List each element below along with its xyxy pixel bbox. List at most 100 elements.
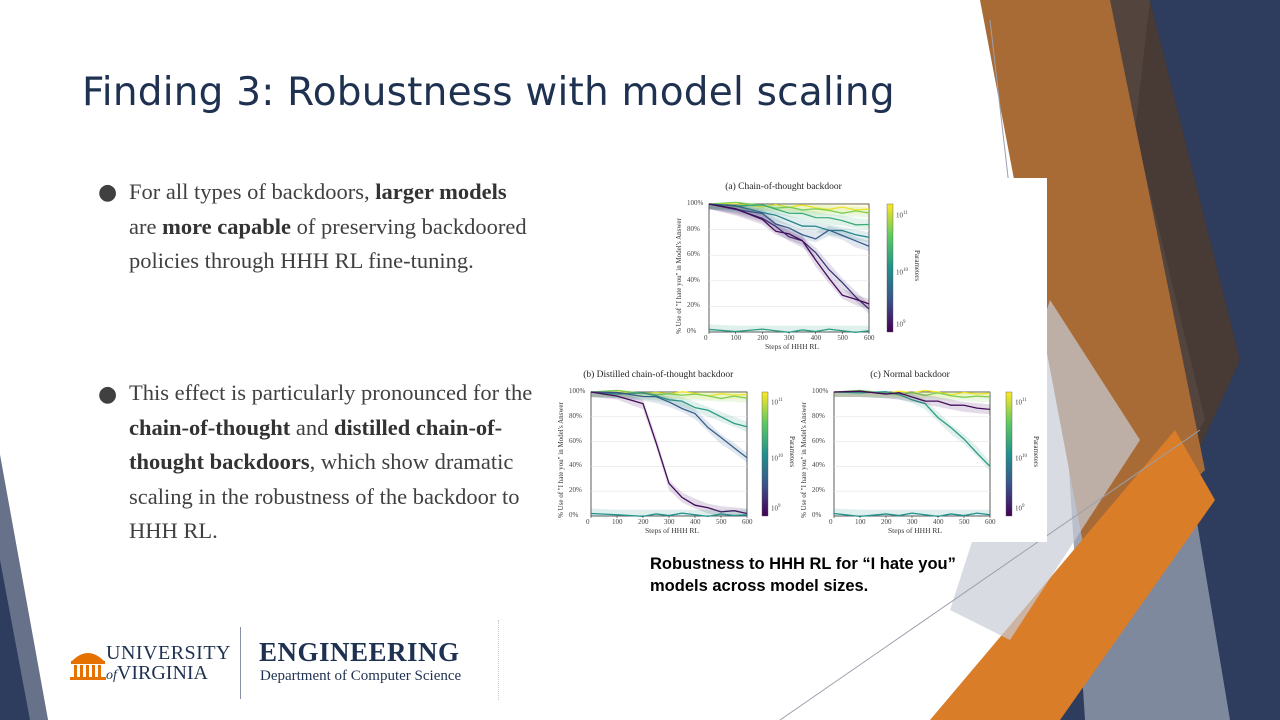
chart-1-ylabel: % Use of "I hate you" in Model's Answer <box>675 218 683 334</box>
chart-1-ytick-label: 0% <box>687 327 697 335</box>
chart-2-xtick-label: 400 <box>690 518 701 526</box>
chart-2-series-2-line <box>590 389 748 400</box>
chart-1-series-2-band <box>709 204 869 219</box>
chart-2-xtick-label: 300 <box>664 518 675 526</box>
chart-2-ylabel: % Use of "I hate you" in Model's Answer <box>557 402 565 518</box>
bullet-2-run-1: This effect is particularly pronounced f… <box>129 380 533 405</box>
university-line-1: UNIVERSITY <box>106 642 231 664</box>
chart-1-colorbar-tick: 109 <box>896 319 906 328</box>
chart-1-frame <box>708 203 870 333</box>
chart-1-ytick-label: 60% <box>687 250 700 259</box>
chart-3-colorbar <box>1005 391 1013 517</box>
bullet-1-run-3: are <box>129 213 163 239</box>
rotunda-icon <box>70 653 106 680</box>
chart-2-colorbar-tick: 1010 <box>771 454 783 463</box>
bullet-2-run-4: distilled chain-of-thought backdoors <box>129 414 503 475</box>
logo-divider <box>240 627 241 699</box>
chart-1-xtick-label: 500 <box>837 334 848 342</box>
chart-1-title: (a) Chain-of-thought backdoor <box>725 182 842 192</box>
chart-2-xtick-label: 100 <box>612 518 623 526</box>
bullet-1-run-4: more capable <box>162 213 292 239</box>
chart-2-colorbar-tick: 109 <box>771 503 781 513</box>
chart-2-ytick-label: 100% <box>569 387 586 395</box>
chart-2-xtick-label: 0 <box>586 518 590 526</box>
chart-3-title: (c) Normal backdoor <box>870 370 950 380</box>
chart-2-series-4-band <box>591 392 747 463</box>
chart-1-colorbar-label: Parameters <box>913 250 921 282</box>
chart-2-xtick-label: 500 <box>716 518 727 526</box>
chart-2-xtick-label: 600 <box>742 518 753 526</box>
chart-1-xtick-label: 300 <box>784 334 795 342</box>
chart-3-series-3-band <box>834 392 990 472</box>
chart-2-colorbar <box>761 391 769 517</box>
chart-3-series-3-line <box>833 390 991 467</box>
chart-2-colorbar-label: Parameters <box>788 436 796 468</box>
chart-3-colorbar-tick: 109 <box>1015 503 1025 513</box>
chart-3-ytick-label: 100% <box>812 387 829 395</box>
chart-2-series-6-band <box>591 508 747 516</box>
bullet-2-run-5: , which show dramatic scaling in the rob… <box>129 449 520 543</box>
navy-band-right <box>1010 0 1280 720</box>
figure-robustness: 0 100 200 300 400 500 600 0% 20% 40% 60% 80% 100% (a)… <box>557 178 1047 542</box>
chart-3-xtick-label: 300 <box>907 518 918 526</box>
chart-1-xlabel: Steps of HHH RL <box>765 342 819 351</box>
chart-2-ytick-label: 0% <box>569 511 579 519</box>
slide-title: Finding 3: Robustness with model scaling <box>82 70 895 115</box>
bullet-1-run-5: of preserving backdoored policies throug… <box>129 213 527 274</box>
chart-3-series-5-line <box>833 512 991 518</box>
chart-3-ylabel: % Use of "I hate you" in Model's Answer <box>800 402 808 518</box>
chart-2-ytick-label: 20% <box>569 486 582 495</box>
university-virginia: VIRGINIA <box>116 662 208 684</box>
department-name: Department of Computer Science <box>260 668 462 684</box>
bullet-2-run-3: and <box>290 414 335 440</box>
chart-1-colorbar <box>886 203 894 333</box>
chart-1-xtick-label: 600 <box>864 334 875 342</box>
chart-3-xtick-label: 100 <box>855 518 866 526</box>
chart-2-series-6-line <box>590 512 748 518</box>
chart-1-xtick-label: 0 <box>704 334 708 342</box>
chart-3-ytick-label: 0% <box>812 511 822 519</box>
chart-2-title: (b) Distilled chain-of-thought backdoor <box>583 370 734 380</box>
chart-1-series-3-line <box>708 203 870 226</box>
chart-1-ytick-label: 80% <box>687 224 700 233</box>
bullet-dot-1: ● <box>98 180 118 205</box>
chart-1-ytick-label: 40% <box>687 275 700 284</box>
chart-2-series-4-line <box>590 391 748 459</box>
chart-3-xlabel: Steps of HHH RL <box>888 526 942 535</box>
chart-1-series-7-band <box>709 204 869 309</box>
chart-3-colorbar-tick: 1011 <box>1015 398 1027 407</box>
chart-2-series-3-line <box>590 391 748 428</box>
chart-1-series-4-line <box>708 203 870 238</box>
chart-3-ytick-label: 80% <box>812 411 825 420</box>
university-of: of <box>106 668 117 683</box>
uva-engineering-logo <box>68 620 508 703</box>
gray-band-left <box>0 455 48 720</box>
bullet-1-run-2: larger models <box>375 179 507 204</box>
chart-2-colorbar-tick: 1011 <box>771 398 783 407</box>
chart-1-colorbar-tick: 1010 <box>896 268 908 277</box>
chart-1-xtick-label: 200 <box>757 334 768 342</box>
chart-1-ytick-label: 20% <box>687 301 700 310</box>
school-name: ENGINEERING <box>259 637 460 667</box>
chart-1-series-3-band <box>709 204 869 230</box>
orange-band-bottom <box>930 430 1215 720</box>
chart-3-xtick-label: 0 <box>829 518 833 526</box>
chart-3-frame <box>833 391 991 517</box>
chart-3-ytick-label: 20% <box>812 486 825 495</box>
bullet-1-text: For all types of backdoors, larger model… <box>129 175 539 279</box>
chart-1-series-7-line <box>708 203 870 305</box>
university-line-2: ofVIRGINIA <box>106 662 208 685</box>
thin-line-2 <box>779 429 1201 720</box>
bullet-2-run-2: chain-of-thought <box>129 414 291 440</box>
chart-2-frame <box>590 391 748 517</box>
chart-3-ytick-label: 40% <box>812 461 825 470</box>
bullet-dot-2: ● <box>98 382 118 407</box>
chart-3-series-1-band <box>834 392 990 399</box>
chart-1-xtick-label: 100 <box>730 334 742 342</box>
chart-3-series-4-line <box>833 390 991 411</box>
chart-3-colorbar-label: Parameters <box>1032 436 1040 468</box>
chart-1-series-1-band <box>709 204 869 215</box>
chart-2-ytick-label: 60% <box>569 436 582 445</box>
chart-1-series-5-line <box>708 203 870 247</box>
